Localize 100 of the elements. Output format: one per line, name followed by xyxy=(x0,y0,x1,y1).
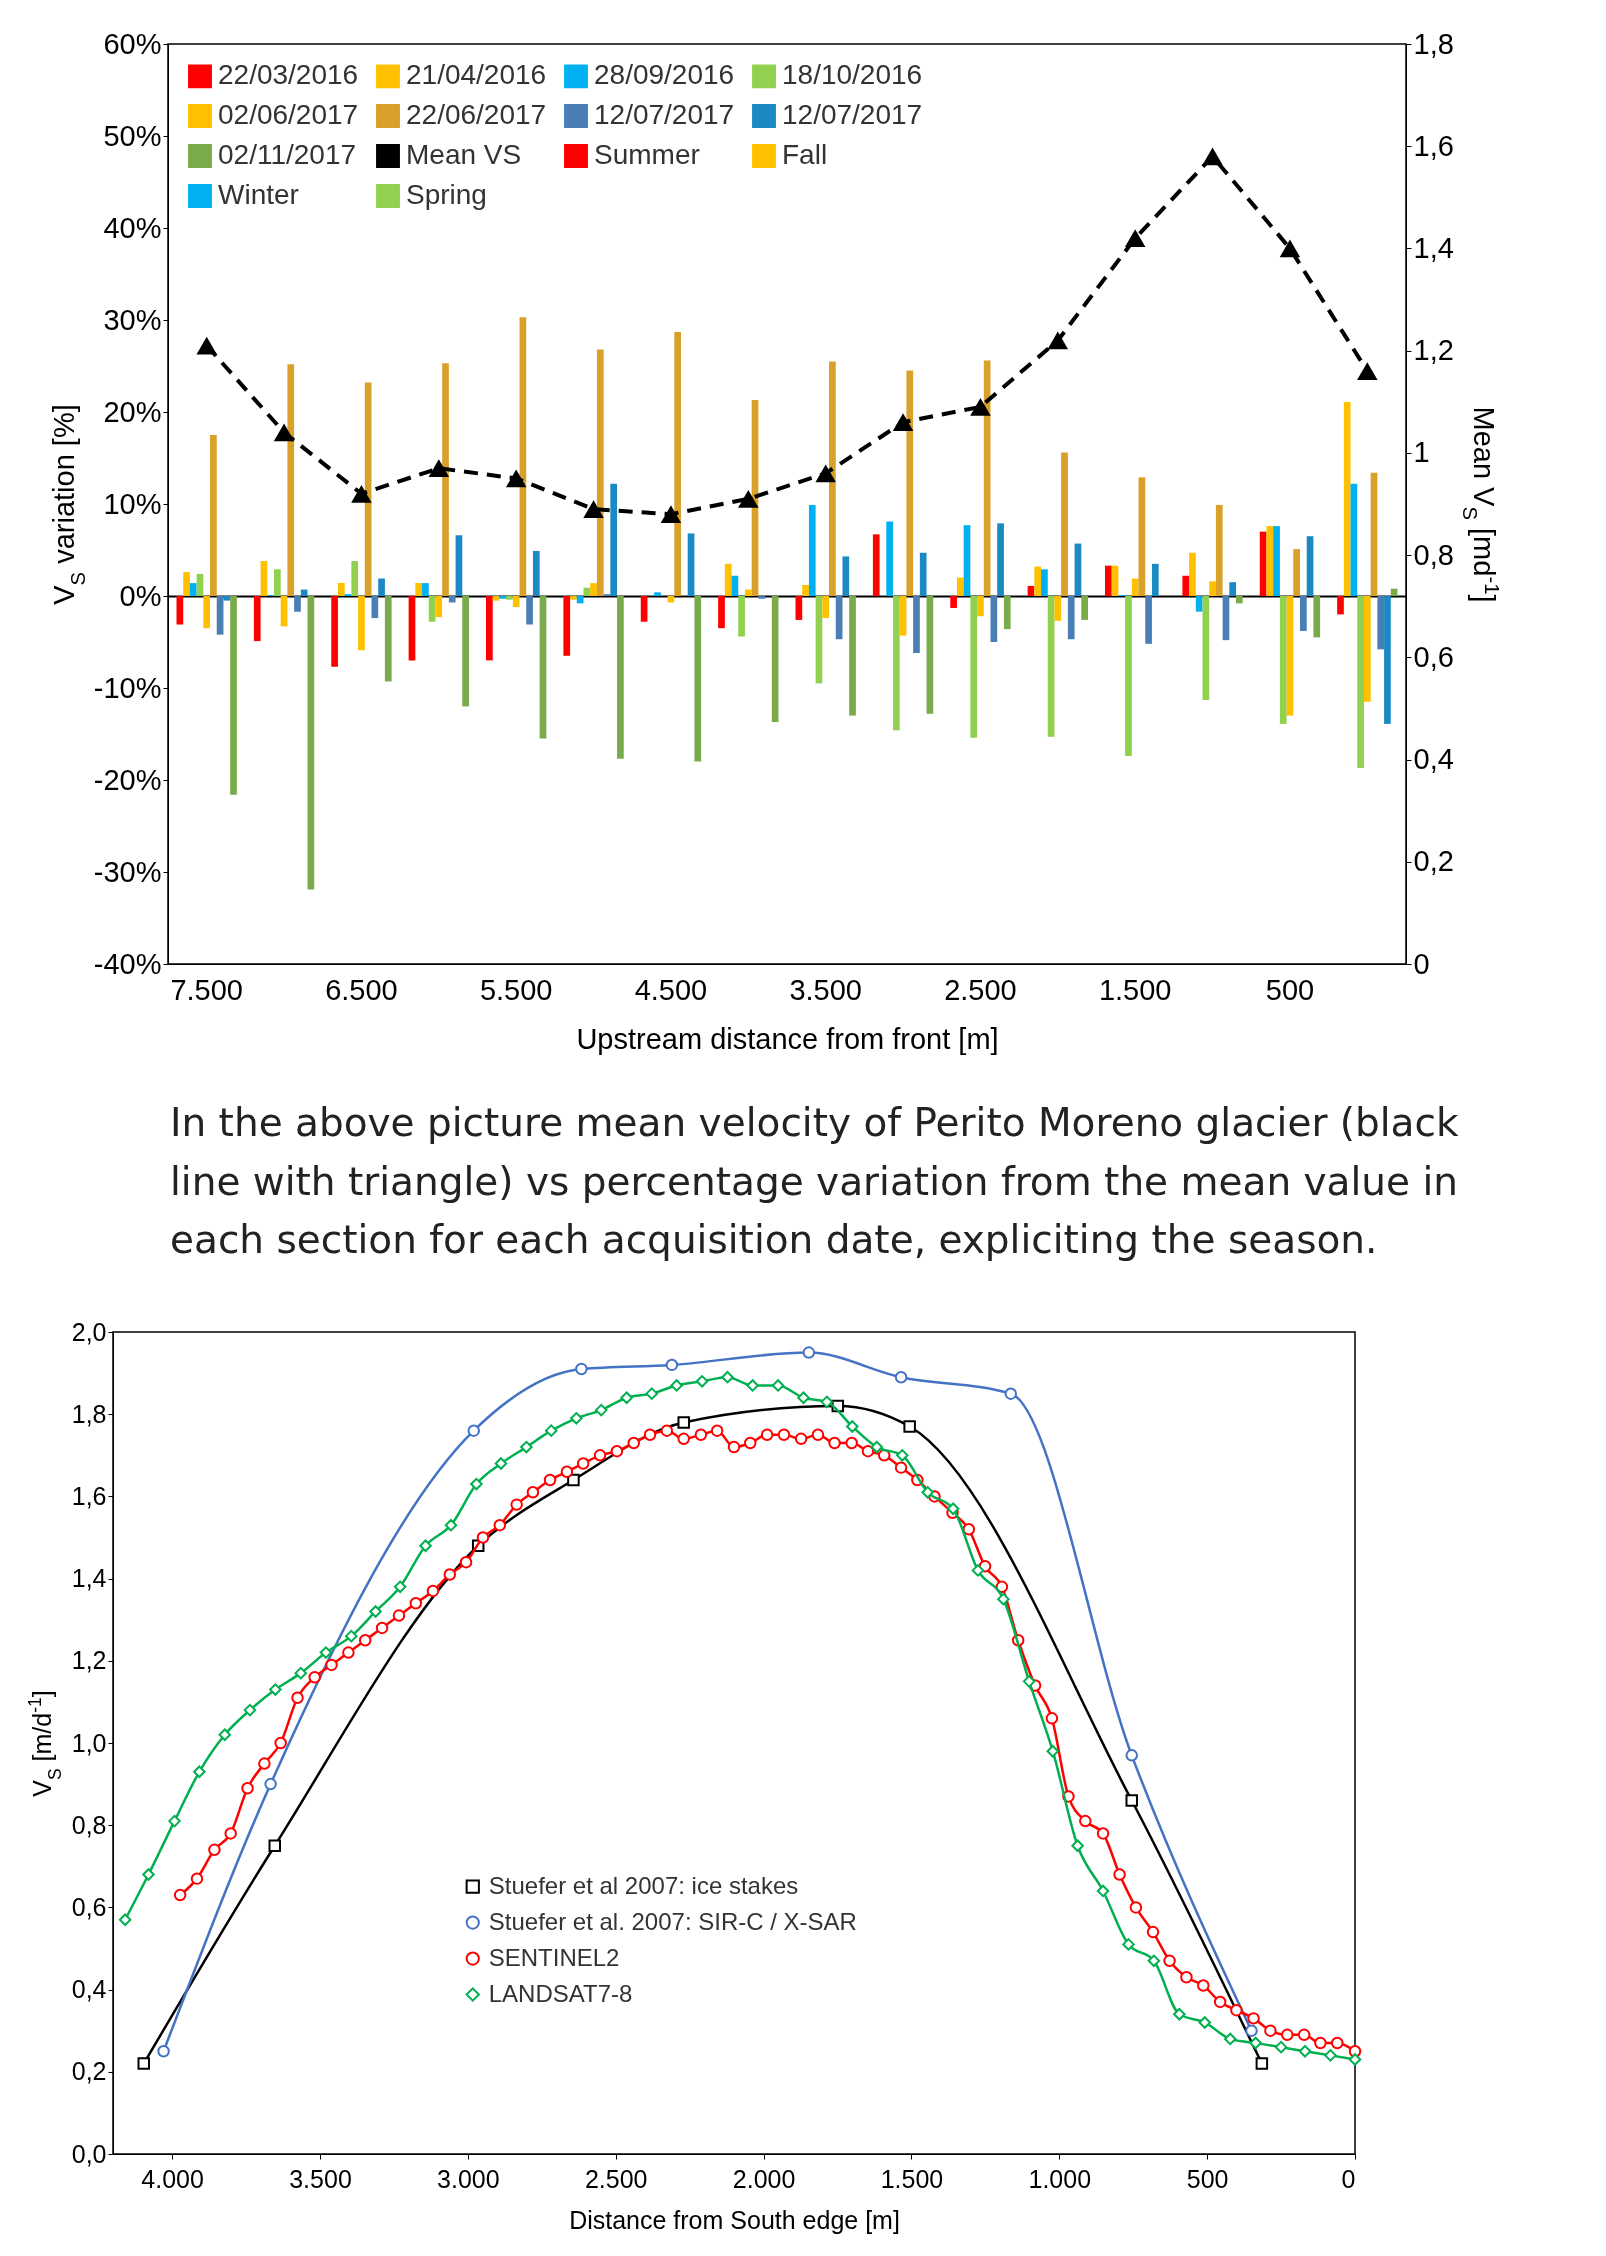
legend-label: Stuefer et al 2007: ice stakes xyxy=(488,1871,799,1899)
bar xyxy=(738,596,745,637)
legend-label: Spring xyxy=(406,179,487,210)
y2-tick-label: 1,2 xyxy=(1413,334,1454,367)
x-tick-label: 4.000 xyxy=(141,2164,204,2192)
bar xyxy=(260,561,268,596)
bar xyxy=(802,584,809,596)
bar xyxy=(590,583,597,596)
legend-label: Mean VS xyxy=(406,139,522,170)
point xyxy=(570,1411,583,1425)
point xyxy=(1147,1954,1161,1967)
bar xyxy=(189,583,197,596)
y2-tick-label: 0 xyxy=(1413,947,1430,980)
bar xyxy=(532,550,540,596)
bar xyxy=(337,583,345,596)
y-tick-label: 0,8 xyxy=(71,1810,107,1839)
bar xyxy=(899,596,907,636)
y-tick-label: 40% xyxy=(103,211,162,244)
x-tick-label: 500 xyxy=(1186,2164,1229,2192)
bar xyxy=(230,596,237,795)
point xyxy=(738,490,759,508)
x-tick-label: 0 xyxy=(1341,2164,1356,2192)
bar xyxy=(526,596,533,625)
bar xyxy=(1151,563,1159,596)
bar xyxy=(1384,596,1391,724)
point xyxy=(894,1370,908,1383)
bar xyxy=(435,596,443,618)
bar xyxy=(919,552,927,596)
bar xyxy=(795,596,803,620)
bar xyxy=(1105,565,1112,596)
bar xyxy=(1138,477,1146,596)
bar xyxy=(378,578,385,596)
point xyxy=(520,1440,533,1453)
legend-label: 18/10/2016 xyxy=(782,59,923,91)
point xyxy=(820,1395,834,1408)
point xyxy=(118,1912,132,1926)
y-tick-label: 1,0 xyxy=(71,1728,107,1756)
point xyxy=(797,1391,810,1404)
point xyxy=(1348,2052,1362,2066)
point xyxy=(1022,1674,1036,1688)
y-tick-label: -10% xyxy=(93,671,162,704)
text: In the above picture mean velocity of Perito Moreno glacier (black line with triangle) vs percentage variation from the mean value in each section for each acquisition date, expliciting the season. xyxy=(170,1099,1460,1264)
y-tick-label: 20% xyxy=(103,395,162,428)
point xyxy=(470,1477,483,1490)
point xyxy=(1096,1884,1110,1897)
bar xyxy=(294,596,301,612)
x-tick-label: 6.500 xyxy=(325,973,398,1006)
point xyxy=(695,1374,709,1388)
point xyxy=(903,1419,916,1433)
bar xyxy=(422,583,429,596)
point xyxy=(1198,2015,1212,2029)
bar xyxy=(1145,596,1152,644)
x-tick-label: 5.500 xyxy=(479,973,553,1006)
point xyxy=(815,464,836,483)
bar xyxy=(1293,549,1300,596)
x-tick-label: 500 xyxy=(1265,973,1315,1006)
point xyxy=(393,1580,407,1593)
legend-label: LANDSAT7-8 xyxy=(488,1979,633,2007)
bar xyxy=(176,596,184,625)
bar xyxy=(718,596,725,629)
bar xyxy=(331,596,338,667)
y-tick-label: 10% xyxy=(103,487,162,520)
point xyxy=(1255,2056,1269,2070)
point xyxy=(444,1518,458,1531)
x-tick-label: 7.500 xyxy=(170,973,243,1006)
legend-label: Stuefer et al. 2007: SIR-C / X-SAR xyxy=(488,1907,857,1935)
point xyxy=(660,505,682,524)
bar xyxy=(1363,596,1371,702)
y-tick-label: 0% xyxy=(119,579,162,612)
bar xyxy=(1061,452,1068,596)
x-tick-label: 1.500 xyxy=(880,2164,944,2192)
bar xyxy=(415,583,423,596)
point xyxy=(771,1378,785,1392)
bar xyxy=(674,331,681,596)
bar xyxy=(274,569,281,596)
bar xyxy=(1067,596,1075,640)
point xyxy=(970,398,991,416)
y-tick-label: 0,6 xyxy=(71,1892,107,1921)
bar xyxy=(351,561,359,596)
bar xyxy=(829,361,836,596)
point xyxy=(1223,2032,1237,2045)
point xyxy=(243,1703,257,1716)
y2-tick-label: 1,4 xyxy=(1413,231,1454,264)
bar xyxy=(1182,575,1190,596)
point xyxy=(264,1777,277,1790)
legend-label: 22/06/2017 xyxy=(406,99,547,130)
bar xyxy=(963,525,971,596)
bar xyxy=(455,535,463,596)
point xyxy=(319,1645,333,1659)
point xyxy=(1249,2036,1262,2049)
bar xyxy=(1047,596,1055,737)
bar xyxy=(563,596,571,656)
x-tick-label: 3.000 xyxy=(437,2164,500,2192)
legend-label: 02/06/2017 xyxy=(218,99,359,130)
point xyxy=(196,336,217,355)
point xyxy=(1245,2023,1258,2037)
bar xyxy=(913,596,920,654)
bar xyxy=(1357,596,1364,769)
point xyxy=(494,1456,508,1470)
bar xyxy=(1300,596,1307,631)
